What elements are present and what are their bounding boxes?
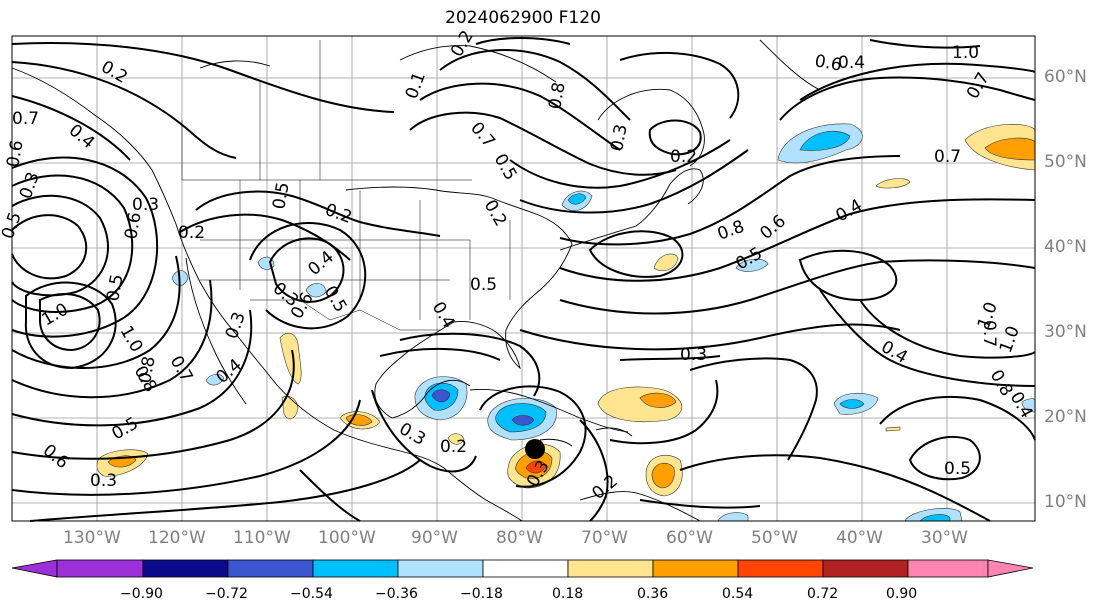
- contour-label: 0.5: [944, 459, 971, 479]
- colorbar-tick-label: 0.54: [722, 586, 754, 602]
- colorbar-tick-label: −0.18: [460, 586, 503, 602]
- contour-label: 0.6: [756, 211, 790, 244]
- contour-label: 0.4: [304, 247, 338, 280]
- contour-label: 0.2: [670, 147, 697, 167]
- contour-label: 0.8: [135, 355, 159, 385]
- contour-label: 0.2: [322, 200, 354, 228]
- contour-label: 0.7: [466, 118, 499, 152]
- contour-label: 0.7: [12, 109, 39, 129]
- coastlines: [11, 39, 821, 522]
- colorbar-segment: [227, 559, 314, 578]
- contour-label: 0.5: [470, 275, 497, 295]
- latitude-label: 40°N: [1044, 237, 1087, 257]
- contour-label: 0.7: [934, 147, 961, 167]
- longitude-label: 130°W: [63, 528, 121, 548]
- contour-label: 0.3: [222, 309, 250, 341]
- contour-label: 0.8: [545, 81, 569, 111]
- contour-label: 0.4: [65, 121, 99, 154]
- colorbar-tick-label: −0.36: [375, 586, 418, 602]
- map-title: 2024062900 F120: [445, 8, 601, 28]
- colorbar-segment: [567, 559, 654, 578]
- latitude-label: 60°N: [1044, 67, 1087, 87]
- longitude-label: 80°W: [496, 528, 543, 548]
- colorbar-high-extension: [987, 559, 1034, 578]
- contour-lines: [11, 37, 1036, 522]
- colorbar-tick-label: −0.90: [120, 586, 163, 602]
- contour-label: 0.3: [607, 123, 631, 153]
- contour-label: 0.5: [490, 151, 521, 184]
- map-frame: [11, 35, 1036, 522]
- latitude-label: 50°N: [1044, 152, 1087, 172]
- contour-label: 0.6: [813, 51, 843, 75]
- longitude-label: 110°W: [233, 528, 291, 548]
- longitude-label: 70°W: [581, 528, 628, 548]
- colorbar-segment: [737, 559, 824, 578]
- contour-label: 0.4: [838, 53, 865, 73]
- latitude-label: 20°N: [1044, 407, 1087, 427]
- colorbar-tick-label: 0.36: [637, 586, 669, 602]
- colorbar-tick-label: 0.18: [552, 586, 584, 602]
- contour-label: 0.3: [90, 471, 117, 491]
- contour-label: 0.5: [269, 181, 293, 211]
- colorbar-low-extension: [11, 559, 58, 578]
- contour-label: 1.0: [116, 323, 147, 356]
- longitude-label: 60°W: [666, 528, 713, 548]
- colorbar-segment: [822, 559, 909, 578]
- contour-label: 0.2: [480, 197, 511, 230]
- colorbar-tick-label: −0.54: [290, 586, 333, 602]
- political-borders: [181, 40, 511, 331]
- contour-label: 0.7: [963, 69, 994, 102]
- contour-label: 0.3: [396, 419, 429, 450]
- colorbar-segment: [142, 559, 229, 578]
- contour-label: 0.3: [680, 345, 707, 365]
- contour-label: 1.0: [952, 43, 979, 63]
- contour-label: 1.0: [996, 323, 1024, 355]
- contour-label: 0.3: [132, 195, 159, 215]
- colorbar-segment: [652, 559, 739, 578]
- colorbar-segment: [397, 559, 484, 578]
- graticule: [12, 36, 1035, 521]
- contour-label: 0.6: [121, 211, 145, 241]
- contour-label: 0.2: [178, 223, 205, 243]
- contour-label: 0.4: [833, 195, 866, 226]
- storm-center-marker: [525, 439, 545, 459]
- colorbar: [11, 559, 1034, 578]
- colorbar-segment: [907, 559, 989, 578]
- contour-label: 0.2: [447, 27, 478, 60]
- longitude-label: 50°W: [751, 528, 798, 548]
- colorbar-tick-label: 0.90: [886, 586, 918, 602]
- contour-label: 0.6: [39, 441, 73, 474]
- contour-label: 0.2: [588, 471, 622, 504]
- contour-label: 0.2: [440, 437, 467, 457]
- longitude-label: 40°W: [836, 528, 883, 548]
- contour-label: 0.4: [878, 337, 911, 368]
- contour-label: 0.6: [3, 139, 27, 169]
- latitude-label: 30°N: [1044, 322, 1087, 342]
- longitude-label: 90°W: [411, 528, 458, 548]
- longitude-label: 30°W: [921, 528, 968, 548]
- contour-label: 0.5: [103, 273, 127, 303]
- contour-label: 0.4: [428, 299, 459, 332]
- longitude-label: 120°W: [148, 528, 206, 548]
- contour-label: 0.2: [98, 57, 131, 88]
- longitude-label: 100°W: [318, 528, 376, 548]
- colorbar-segment: [482, 559, 569, 578]
- colorbar-tick-label: −0.72: [205, 586, 248, 602]
- contour-label: 0.7: [979, 320, 999, 347]
- colorbar-tick-label: 0.72: [807, 586, 839, 602]
- latitude-label: 10°N: [1044, 492, 1087, 512]
- contour-label: 0.4: [1006, 389, 1037, 422]
- colorbar-segment: [312, 559, 399, 578]
- colorbar-segment: [56, 559, 144, 578]
- contour-label: 0.5: [0, 209, 26, 241]
- contour-label: 1.0: [39, 299, 72, 330]
